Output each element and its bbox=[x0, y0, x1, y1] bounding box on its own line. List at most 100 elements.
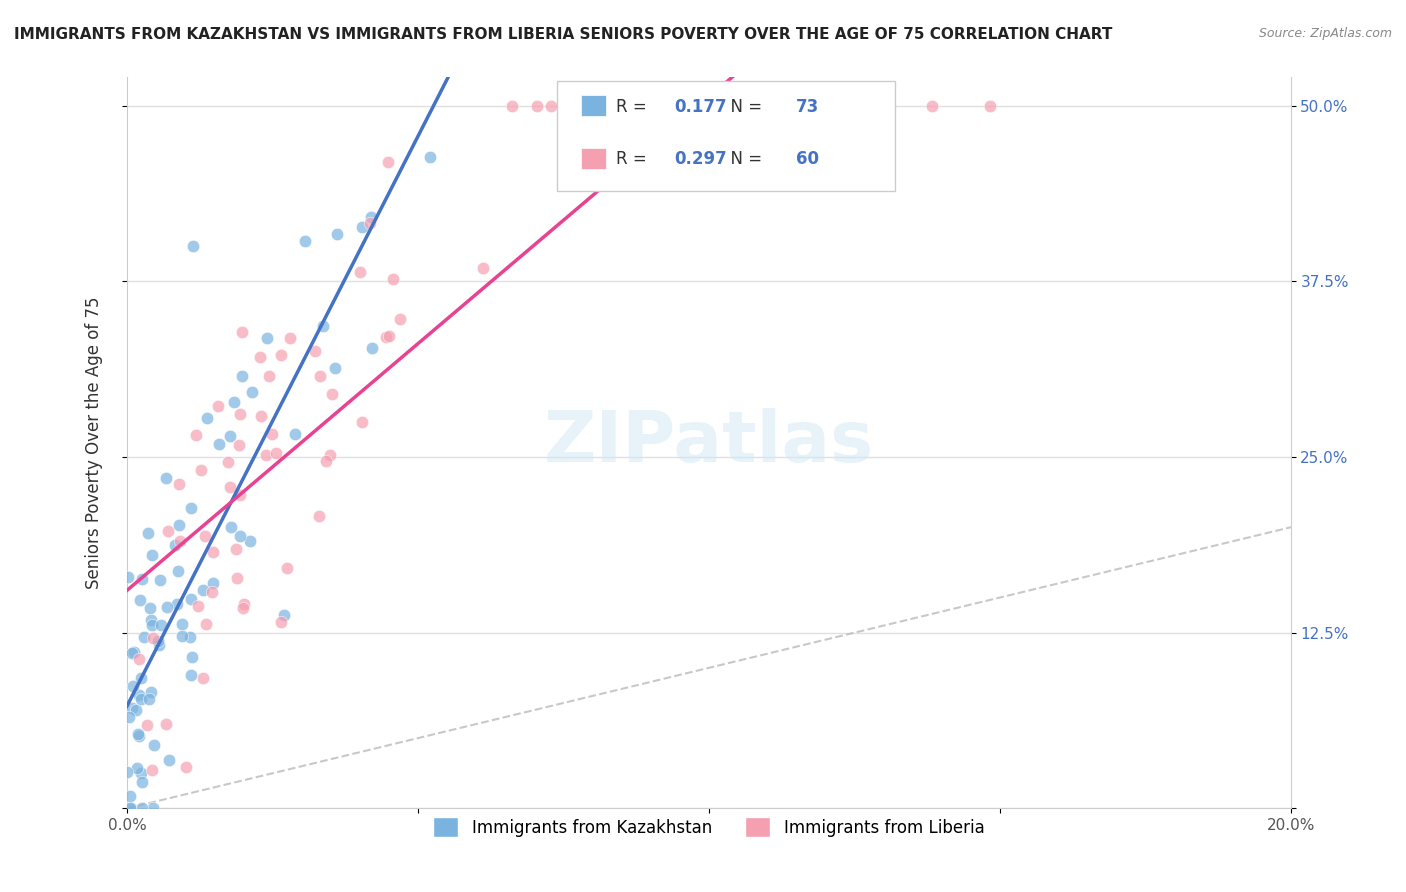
Immigrants from Kazakhstan bbox=[180, 501, 202, 516]
Immigrants from Kazakhstan bbox=[142, 801, 165, 815]
Immigrants from Kazakhstan bbox=[143, 738, 166, 752]
Immigrants from Kazakhstan bbox=[418, 151, 440, 165]
Immigrants from Kazakhstan bbox=[122, 679, 145, 693]
Immigrants from Liberia bbox=[270, 615, 292, 629]
Immigrants from Kazakhstan bbox=[129, 671, 152, 685]
Immigrants from Liberia bbox=[201, 545, 224, 559]
Immigrants from Kazakhstan bbox=[166, 597, 188, 611]
Immigrants from Liberia bbox=[540, 98, 562, 112]
Immigrants from Liberia bbox=[377, 155, 399, 169]
Immigrants from Liberia bbox=[378, 329, 401, 343]
Immigrants from Liberia bbox=[526, 98, 548, 112]
Immigrants from Kazakhstan bbox=[312, 318, 335, 333]
Y-axis label: Seniors Poverty Over the Age of 75: Seniors Poverty Over the Age of 75 bbox=[86, 297, 103, 590]
Immigrants from Kazakhstan bbox=[131, 573, 153, 587]
Immigrants from Liberia bbox=[229, 488, 252, 502]
Immigrants from Liberia bbox=[315, 454, 337, 468]
Immigrants from Kazakhstan bbox=[118, 710, 141, 724]
Immigrants from Liberia bbox=[174, 759, 197, 773]
Immigrants from Kazakhstan bbox=[159, 753, 181, 767]
Immigrants from Liberia bbox=[388, 311, 411, 326]
Immigrants from Kazakhstan bbox=[131, 774, 153, 789]
Immigrants from Kazakhstan bbox=[146, 633, 169, 648]
Immigrants from Liberia bbox=[349, 265, 371, 279]
Text: R =: R = bbox=[616, 150, 651, 169]
Immigrants from Kazakhstan bbox=[128, 688, 150, 702]
Immigrants from Liberia bbox=[201, 585, 224, 599]
Immigrants from Liberia bbox=[155, 717, 177, 731]
Immigrants from Kazakhstan bbox=[117, 570, 139, 584]
Immigrants from Kazakhstan bbox=[141, 548, 163, 562]
Immigrants from Liberia bbox=[128, 651, 150, 665]
Immigrants from Kazakhstan bbox=[179, 630, 201, 644]
Immigrants from Kazakhstan bbox=[323, 361, 346, 376]
Immigrants from Liberia bbox=[308, 509, 330, 524]
Immigrants from Liberia bbox=[250, 409, 273, 423]
Text: R =: R = bbox=[616, 97, 651, 116]
Immigrants from Liberia bbox=[321, 387, 343, 401]
Immigrants from Kazakhstan bbox=[155, 471, 177, 485]
Immigrants from Kazakhstan bbox=[239, 534, 262, 549]
Immigrants from Kazakhstan bbox=[201, 576, 224, 591]
Immigrants from Liberia bbox=[374, 329, 396, 343]
Immigrants from Liberia bbox=[225, 541, 247, 556]
Immigrants from Kazakhstan bbox=[229, 529, 252, 543]
Immigrants from Liberia bbox=[231, 325, 253, 339]
Immigrants from Kazakhstan bbox=[128, 729, 150, 743]
Immigrants from Kazakhstan bbox=[129, 592, 152, 607]
Immigrants from Liberia bbox=[309, 369, 332, 384]
Immigrants from Liberia bbox=[217, 455, 239, 469]
Immigrants from Kazakhstan bbox=[121, 646, 143, 660]
FancyBboxPatch shape bbox=[581, 148, 606, 169]
Immigrants from Kazakhstan bbox=[156, 599, 179, 614]
Immigrants from Liberia bbox=[207, 399, 229, 413]
Immigrants from Kazakhstan bbox=[138, 692, 160, 706]
Immigrants from Kazakhstan bbox=[150, 617, 173, 632]
Immigrants from Kazakhstan bbox=[136, 526, 159, 541]
Immigrants from Liberia bbox=[359, 216, 381, 230]
Immigrants from Kazakhstan bbox=[125, 703, 148, 717]
Immigrants from Liberia bbox=[141, 763, 163, 777]
Immigrants from Kazakhstan bbox=[131, 801, 153, 815]
FancyBboxPatch shape bbox=[557, 81, 896, 191]
Immigrants from Kazakhstan bbox=[149, 574, 172, 588]
Immigrants from Kazakhstan bbox=[283, 426, 305, 441]
Text: 60: 60 bbox=[796, 150, 820, 169]
Immigrants from Liberia bbox=[225, 571, 247, 585]
Immigrants from Liberia bbox=[264, 446, 287, 460]
Immigrants from Kazakhstan bbox=[129, 766, 152, 780]
Immigrants from Kazakhstan bbox=[129, 692, 152, 706]
Immigrants from Kazakhstan bbox=[208, 437, 231, 451]
Immigrants from Liberia bbox=[979, 98, 1001, 112]
Immigrants from Liberia bbox=[703, 98, 725, 112]
Immigrants from Liberia bbox=[219, 480, 242, 494]
Immigrants from Kazakhstan bbox=[273, 607, 295, 622]
Immigrants from Liberia bbox=[257, 369, 280, 384]
Immigrants from Kazakhstan bbox=[121, 701, 143, 715]
Immigrants from Kazakhstan bbox=[167, 518, 190, 533]
Immigrants from Kazakhstan bbox=[231, 369, 253, 384]
Immigrants from Liberia bbox=[229, 407, 252, 421]
Immigrants from Kazakhstan bbox=[139, 613, 162, 627]
Immigrants from Kazakhstan bbox=[117, 764, 139, 779]
Immigrants from Kazakhstan bbox=[120, 801, 142, 815]
Immigrants from Liberia bbox=[142, 631, 165, 645]
Text: Source: ZipAtlas.com: Source: ZipAtlas.com bbox=[1258, 27, 1392, 40]
Text: ZIPatlas: ZIPatlas bbox=[544, 409, 873, 477]
Immigrants from Liberia bbox=[191, 671, 214, 685]
Immigrants from Kazakhstan bbox=[170, 617, 193, 632]
Immigrants from Kazakhstan bbox=[181, 650, 204, 665]
Immigrants from Kazakhstan bbox=[191, 582, 214, 597]
Immigrants from Kazakhstan bbox=[197, 410, 219, 425]
Immigrants from Liberia bbox=[381, 272, 404, 286]
Immigrants from Kazakhstan bbox=[326, 227, 349, 241]
Immigrants from Liberia bbox=[472, 261, 495, 276]
Text: IMMIGRANTS FROM KAZAKHSTAN VS IMMIGRANTS FROM LIBERIA SENIORS POVERTY OVER THE A: IMMIGRANTS FROM KAZAKHSTAN VS IMMIGRANTS… bbox=[14, 27, 1112, 42]
Immigrants from Liberia bbox=[184, 428, 207, 442]
Immigrants from Kazakhstan bbox=[240, 384, 263, 399]
Immigrants from Liberia bbox=[571, 98, 593, 112]
Text: 0.297: 0.297 bbox=[673, 150, 727, 169]
Immigrants from Liberia bbox=[249, 351, 271, 365]
Immigrants from Kazakhstan bbox=[120, 789, 142, 803]
Immigrants from Liberia bbox=[352, 415, 374, 429]
